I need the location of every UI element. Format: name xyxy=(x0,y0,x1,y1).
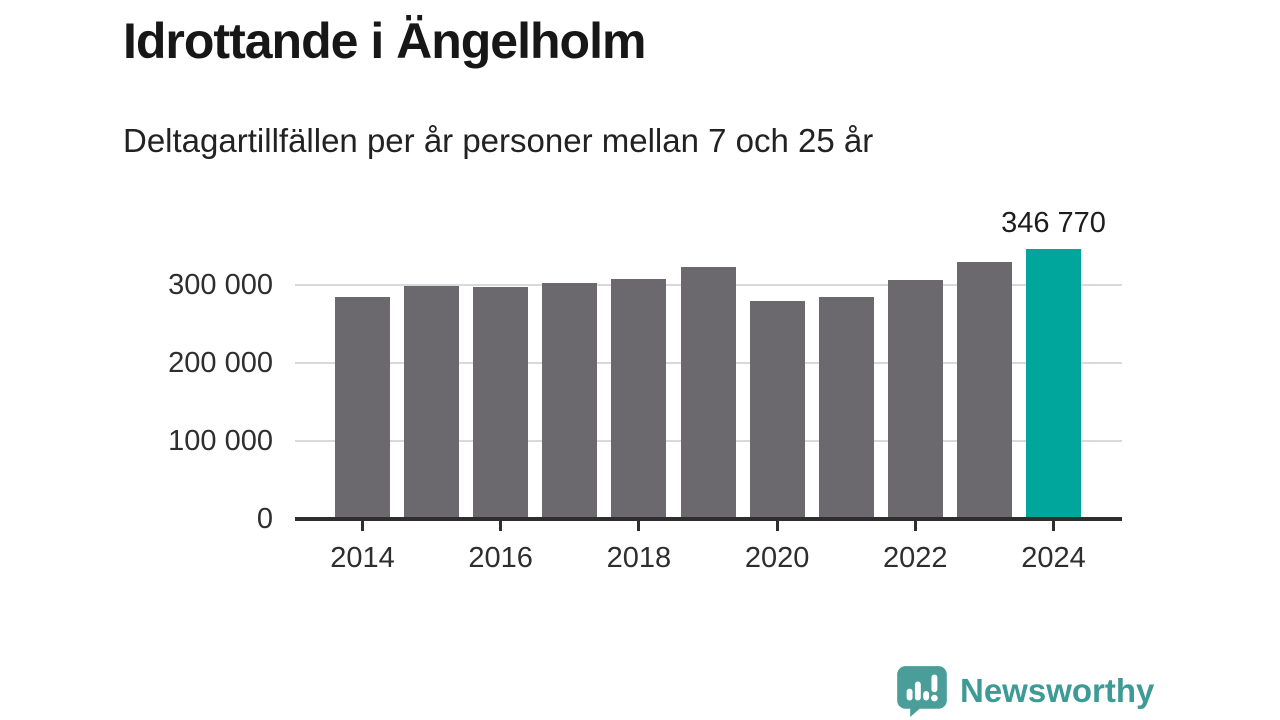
chart-subtitle: Deltagartillfällen per år personer mella… xyxy=(123,122,874,159)
x-axis-label-2018: 2018 xyxy=(606,542,672,574)
x-axis-label-2014: 2014 xyxy=(330,542,395,574)
x-tick-2022 xyxy=(913,521,917,531)
bar-2018 xyxy=(611,278,667,519)
page-title: Idrottande i Ängelholm xyxy=(123,13,646,69)
bar-2014 xyxy=(335,297,390,519)
newsworthy-logo-icon xyxy=(896,665,948,717)
y-axis-label-0: 0 xyxy=(256,503,273,535)
brand-name: Newsworthy xyxy=(960,672,1155,709)
x-tick-2020 xyxy=(775,521,779,531)
x-tick-2014 xyxy=(361,521,364,531)
x-tick-2018 xyxy=(637,521,641,531)
bar-2020 xyxy=(749,301,805,519)
bar-2021 xyxy=(818,296,874,519)
bar-2022 xyxy=(887,279,943,519)
x-axis-label-2020: 2020 xyxy=(744,542,810,574)
y-axis-label-200000: 200 000 xyxy=(168,347,273,379)
bar-2015 xyxy=(404,285,460,519)
bar-2023 xyxy=(956,261,1012,519)
y-axis-label-300000: 300 000 xyxy=(168,269,273,301)
bar-2019 xyxy=(680,267,736,519)
bar-value-annotation: 346 770 xyxy=(1001,206,1106,239)
x-axis-label-2022: 2022 xyxy=(883,542,948,574)
x-axis-line xyxy=(295,517,1122,521)
y-axis-label-100000: 100 000 xyxy=(168,425,273,457)
x-axis-label-2024: 2024 xyxy=(1021,542,1086,574)
x-tick-2024 xyxy=(1052,521,1055,531)
bar-2017 xyxy=(542,283,598,519)
x-tick-2016 xyxy=(499,521,503,531)
x-axis-label-2016: 2016 xyxy=(468,542,533,574)
brand-footer: Newsworthy xyxy=(896,665,1154,717)
bar-2016 xyxy=(473,286,529,519)
bar-2024 xyxy=(1026,248,1081,519)
